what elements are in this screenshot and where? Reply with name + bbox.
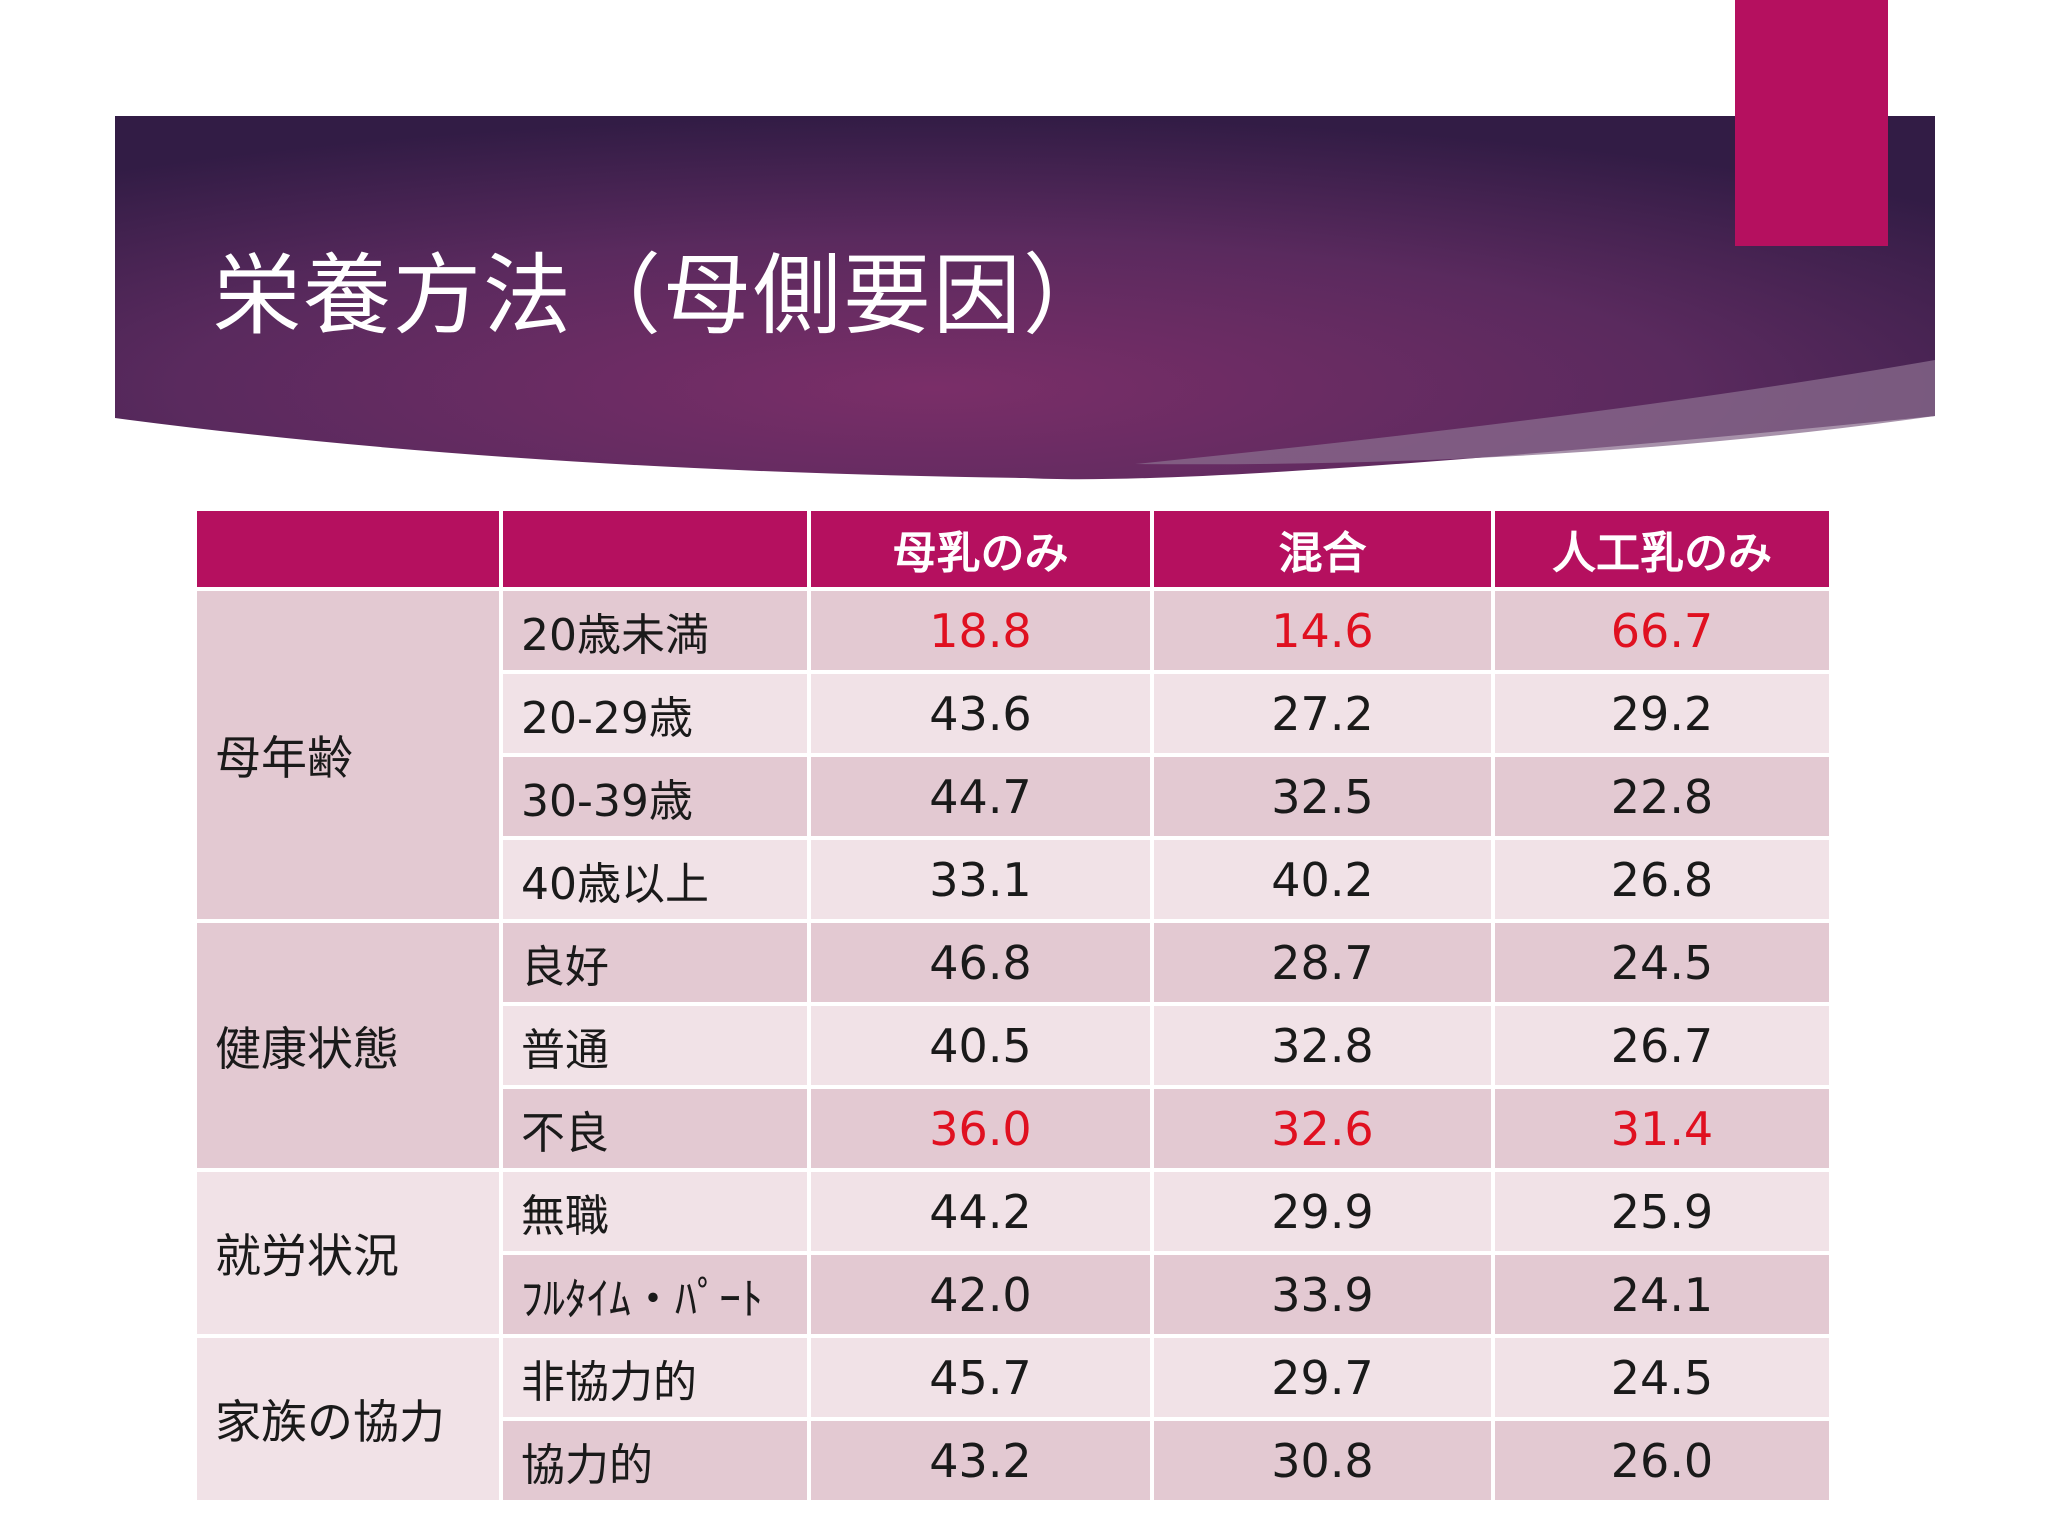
table-row: 30-39歳 44.7 32.5 22.8 <box>197 757 1829 836</box>
group-label-mother-age: 母年齢 <box>197 591 499 919</box>
slide-title: 栄養方法（母側要因） <box>213 244 1114 347</box>
table-row: 母年齢 20歳未満 18.8 14.6 66.7 <box>197 591 1829 919</box>
title-banner <box>115 116 1935 488</box>
value-formula: 22.8 <box>1495 757 1829 836</box>
header-formula-only: 人工乳のみ <box>1495 511 1829 587</box>
table-row: ﾌﾙﾀｲﾑ・ﾊﾟｰﾄ 42.0 33.9 24.1 <box>197 1255 1829 1334</box>
value-formula: 26.7 <box>1495 1006 1829 1085</box>
value-formula: 24.5 <box>1495 1338 1829 1417</box>
value-mixed: 30.8 <box>1154 1421 1491 1500</box>
value-mixed: 14.6 <box>1154 591 1491 670</box>
table-row: 不良 36.0 32.6 31.4 <box>197 1089 1829 1168</box>
data-table-container: 母乳のみ 混合 人工乳のみ 母年齢 20歳未満 18.8 14.6 66.7 2… <box>193 507 1833 1504</box>
table-row: 40歳以上 33.1 40.2 26.8 <box>197 840 1829 919</box>
header-group <box>197 511 499 587</box>
row-label: 非協力的 <box>503 1338 807 1417</box>
value-mixed: 32.5 <box>1154 757 1491 836</box>
table-row: 就労状況 無職 44.2 29.9 25.9 <box>197 1172 1829 1334</box>
feeding-method-table: 母乳のみ 混合 人工乳のみ 母年齢 20歳未満 18.8 14.6 66.7 2… <box>193 507 1833 1504</box>
table-row: 普通 40.5 32.8 26.7 <box>197 1006 1829 1085</box>
row-label: 20-29歳 <box>503 674 807 753</box>
value-breastfeeding: 44.7 <box>811 757 1150 836</box>
value-formula: 29.2 <box>1495 674 1829 753</box>
value-formula: 26.8 <box>1495 840 1829 919</box>
table-row: 20-29歳 43.6 27.2 29.2 <box>197 674 1829 753</box>
table-row: 家族の協力 非協力的 45.7 29.7 24.5 <box>197 1338 1829 1500</box>
value-breastfeeding: 44.2 <box>811 1172 1150 1251</box>
table-row: 健康状態 良好 46.8 28.7 24.5 <box>197 923 1829 1168</box>
row-label: ﾌﾙﾀｲﾑ・ﾊﾟｰﾄ <box>503 1255 807 1334</box>
value-mixed: 29.7 <box>1154 1338 1491 1417</box>
group-label-health-status: 健康状態 <box>197 923 499 1168</box>
value-breastfeeding: 43.6 <box>811 674 1150 753</box>
row-label: 40歳以上 <box>503 840 807 919</box>
value-mixed: 32.8 <box>1154 1006 1491 1085</box>
value-breastfeeding: 42.0 <box>811 1255 1150 1334</box>
row-label: 無職 <box>503 1172 807 1251</box>
row-label: 30-39歳 <box>503 757 807 836</box>
row-label: 不良 <box>503 1089 807 1168</box>
accent-bar <box>1735 0 1888 246</box>
value-mixed: 27.2 <box>1154 674 1491 753</box>
banner-background <box>115 116 1935 480</box>
value-mixed: 33.9 <box>1154 1255 1491 1334</box>
group-label-employment-status: 就労状況 <box>197 1172 499 1334</box>
value-breastfeeding: 40.5 <box>811 1006 1150 1085</box>
header-mixed: 混合 <box>1154 511 1491 587</box>
value-mixed: 29.9 <box>1154 1172 1491 1251</box>
value-mixed: 32.6 <box>1154 1089 1491 1168</box>
header-category <box>503 511 807 587</box>
row-label: 協力的 <box>503 1421 807 1500</box>
table-row: 協力的 43.2 30.8 26.0 <box>197 1421 1829 1500</box>
value-breastfeeding: 45.7 <box>811 1338 1150 1417</box>
value-mixed: 40.2 <box>1154 840 1491 919</box>
value-breastfeeding: 46.8 <box>811 923 1150 1002</box>
value-formula: 25.9 <box>1495 1172 1829 1251</box>
value-formula: 31.4 <box>1495 1089 1829 1168</box>
value-breastfeeding: 36.0 <box>811 1089 1150 1168</box>
table-header-row: 母乳のみ 混合 人工乳のみ <box>197 511 1829 587</box>
value-mixed: 28.7 <box>1154 923 1491 1002</box>
value-breastfeeding: 43.2 <box>811 1421 1150 1500</box>
value-breastfeeding: 33.1 <box>811 840 1150 919</box>
value-formula: 66.7 <box>1495 591 1829 670</box>
group-label-family-cooperation: 家族の協力 <box>197 1338 499 1500</box>
value-breastfeeding: 18.8 <box>811 591 1150 670</box>
value-formula: 24.1 <box>1495 1255 1829 1334</box>
value-formula: 26.0 <box>1495 1421 1829 1500</box>
value-formula: 24.5 <box>1495 923 1829 1002</box>
header-breastfeeding-only: 母乳のみ <box>811 511 1150 587</box>
row-label: 20歳未満 <box>503 591 807 670</box>
row-label: 良好 <box>503 923 807 1002</box>
row-label: 普通 <box>503 1006 807 1085</box>
